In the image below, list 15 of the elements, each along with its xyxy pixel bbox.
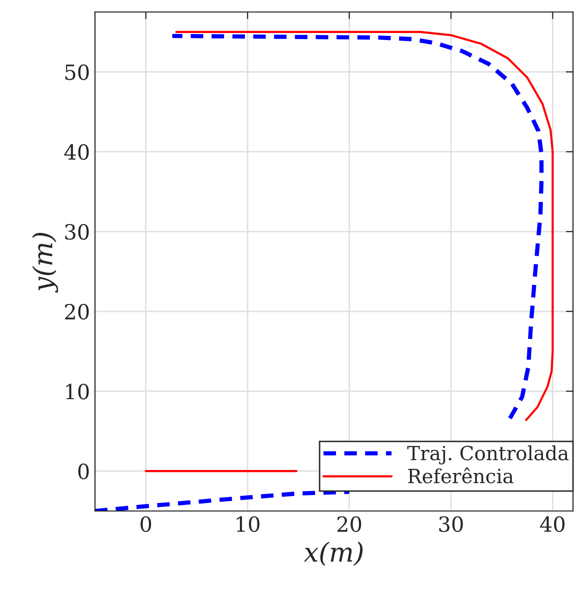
y-tick-label: 20 (65, 304, 89, 320)
legend-label: Referência (408, 468, 514, 484)
x-tick-label: 30 (439, 516, 463, 532)
y-tick-label: 10 (66, 384, 89, 400)
x-tick-label: 10 (236, 516, 260, 532)
legend-label: Traj. Controlada (407, 445, 569, 464)
y-axis-title: y(m) (32, 232, 58, 293)
x-tick-label: 40 (540, 516, 565, 532)
y-tick-label: 50 (65, 64, 89, 80)
x-tick-label: 0 (140, 516, 152, 532)
y-tick-label: 30 (65, 224, 89, 240)
y-tick-label: 0 (78, 464, 89, 480)
y-tick-label: 40 (64, 144, 89, 160)
x-axis-title: x(m) (304, 542, 363, 566)
x-tick-label: 20 (337, 516, 362, 532)
